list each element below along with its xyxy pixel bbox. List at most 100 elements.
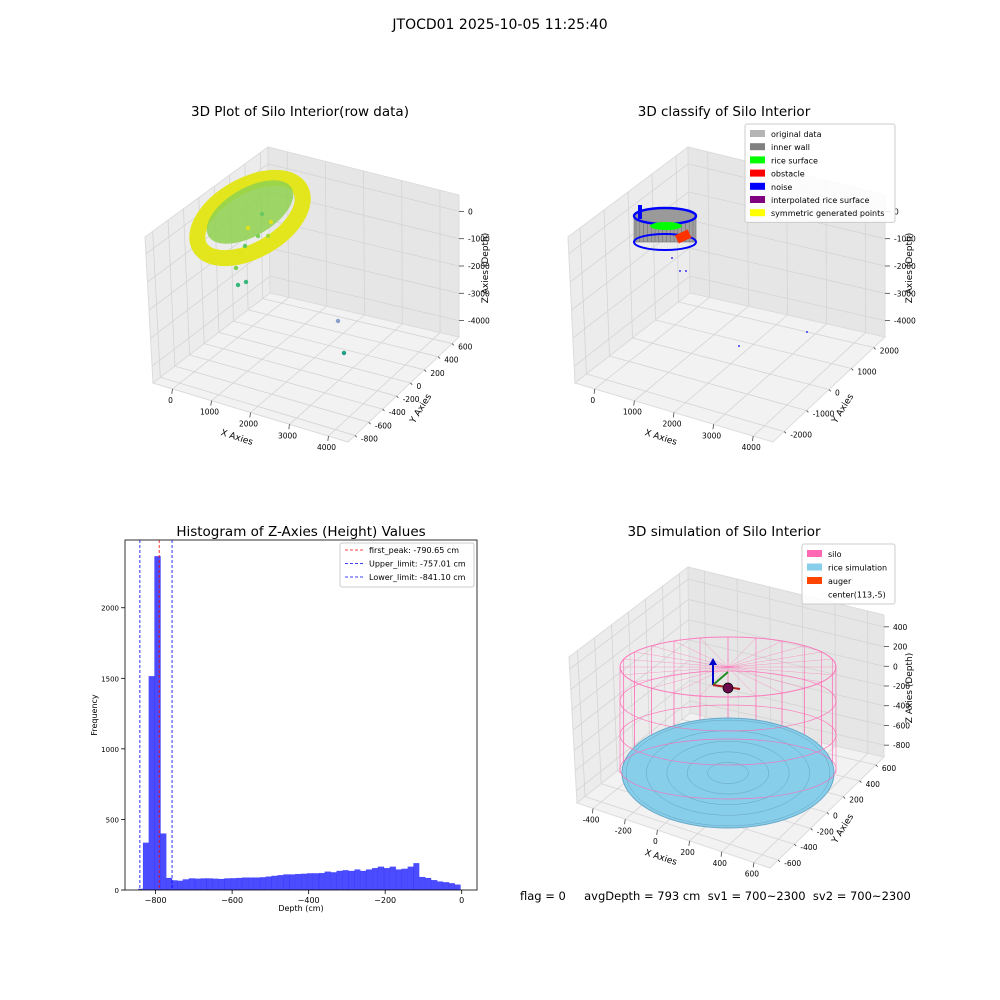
sim-legend-label: auger xyxy=(828,577,852,586)
histogram-ytick: 1500 xyxy=(101,675,119,683)
histogram-bar xyxy=(283,874,290,891)
arrow-z-head xyxy=(709,658,717,665)
rice-surface-points xyxy=(650,222,682,230)
histogram-bar xyxy=(218,878,225,891)
raw3d-panel-ytick: 200 xyxy=(430,369,445,378)
noise-ring-bottom xyxy=(633,233,697,251)
histogram-bar xyxy=(154,556,161,891)
histogram-legend-label: first_peak: -790.65 cm xyxy=(369,546,459,555)
histogram-bar xyxy=(194,878,201,891)
classify3d-panel-ytick: 1000 xyxy=(857,368,876,377)
sim3d-panel-ytick: -200 xyxy=(817,827,834,836)
sim3d-panel-xtick: -400 xyxy=(583,815,600,824)
histogram-bar xyxy=(348,870,355,891)
sim3d-panel-xtick: 0 xyxy=(653,837,658,846)
histogram-bar xyxy=(324,871,331,891)
sim-legend-label: silo xyxy=(828,550,842,559)
raw-point xyxy=(265,233,271,239)
histogram-bar xyxy=(188,878,196,891)
classify3d-panel-xtick: 1000 xyxy=(623,408,642,417)
histogram-bar xyxy=(383,867,390,891)
noise-point xyxy=(685,270,687,272)
classify3d-panel-xtick: 2000 xyxy=(662,420,681,429)
raw3d-panel-xtick: 4000 xyxy=(317,443,336,452)
silo-ring xyxy=(619,636,837,698)
sim3d-panel: 3D simulation of Silo Interior-400-20002… xyxy=(568,524,915,879)
histogram-bar xyxy=(330,872,337,891)
raw-point xyxy=(259,211,265,217)
classify3d-panel-ytick: -1000 xyxy=(813,410,835,419)
classify3d-panel-xtick: 4000 xyxy=(742,443,761,452)
classify-legend-label: interpolated rice surface xyxy=(771,196,869,205)
histogram-bar xyxy=(241,877,249,891)
raw3d-panel: 3D Plot of Silo Interior(row data) 0 1000 2… xyxy=(144,104,491,452)
sim-legend: silo rice simulation auger center(113,-5) xyxy=(801,543,896,605)
classify3d-panel-ztick: -4000 xyxy=(894,317,916,326)
sim3d-panel-ztick: -200 xyxy=(893,682,910,691)
histogram-bar xyxy=(224,878,231,891)
sim3d-panel-ytick: -600 xyxy=(784,859,801,868)
silo-ring xyxy=(619,670,837,732)
raw-point xyxy=(243,279,249,285)
sim3d-panel-xtick: 600 xyxy=(745,870,760,879)
raw3d-panel-ztick: -2000 xyxy=(468,262,490,271)
noise-point xyxy=(679,270,681,272)
raw-point xyxy=(237,250,243,256)
histogram-bar xyxy=(171,880,178,891)
classify3d-panel-xtick: 3000 xyxy=(702,431,721,440)
histogram-bar xyxy=(342,870,349,891)
noise-ring-top xyxy=(632,206,698,226)
histogram-bar xyxy=(454,884,461,891)
histogram-bar xyxy=(253,877,261,891)
classify3d-panel-ytick: 0 xyxy=(835,389,840,398)
histogram-bar xyxy=(142,842,149,891)
raw3d-panel-ztick: -3000 xyxy=(468,289,490,298)
sim-legend-swatch xyxy=(807,550,822,557)
raw3d-panel-ytick: 0 xyxy=(416,382,421,391)
sim3d-panel-xtick: 400 xyxy=(713,859,728,868)
sim3d-panel-ztick: 400 xyxy=(893,623,908,632)
histogram-bar xyxy=(377,866,385,891)
histogram-bar xyxy=(360,870,367,891)
histogram-xtick: −400 xyxy=(298,896,320,905)
classify-legend-swatch xyxy=(750,156,765,164)
histogram-title: Histogram of Z-Axies (Height) Values xyxy=(176,524,425,540)
histogram-bar xyxy=(259,877,266,891)
classify3d-panel-ytick: -2000 xyxy=(790,431,812,440)
histogram-ytick: 0 xyxy=(115,887,119,895)
raw-point xyxy=(335,318,341,324)
histogram-bar xyxy=(312,873,320,891)
histogram-bar xyxy=(365,869,373,891)
histogram-bar xyxy=(372,867,379,891)
histogram-xtick: −800 xyxy=(145,896,167,905)
sim3d-panel-ytick: -400 xyxy=(800,843,817,852)
histogram-xlabel: Depth (cm) xyxy=(278,904,323,913)
sim3d-panel-zlabel: Z Axies (Depth) xyxy=(905,653,915,724)
histogram-bar xyxy=(200,878,207,891)
classify-legend: original data inner wall rice surface obsta… xyxy=(744,123,896,223)
classify-legend-label: original data xyxy=(771,130,822,139)
classify-legend-swatch xyxy=(750,130,765,137)
classify3d-panel: 3D classify of Silo Interior 0 1000 2000 300… xyxy=(567,104,916,452)
sim-legend-swatch xyxy=(807,577,822,584)
figure-title: JTOCD01 2025-10-05 11:25:40 xyxy=(392,17,608,33)
sim-legend-swatch xyxy=(807,563,822,571)
classify3d-panel-ztick: -1000 xyxy=(894,235,916,244)
sim3d-panel-ytick: 600 xyxy=(882,764,897,773)
noise-column xyxy=(638,205,642,219)
histogram-bar xyxy=(407,866,414,891)
classify3d-panel-ytick: 2000 xyxy=(880,347,899,356)
histogram-ytick: 500 xyxy=(106,816,119,824)
noise-point xyxy=(738,345,740,347)
classify3d-panel-zlabel: Z Axies (Depth) xyxy=(905,233,915,304)
raw3d-panel-ytick: -200 xyxy=(403,395,420,404)
histogram-bar xyxy=(437,881,444,891)
histogram-bar xyxy=(182,879,190,891)
classify3d-panel-ztick: -2000 xyxy=(894,262,916,271)
raw-ring-inner xyxy=(206,180,294,244)
classify-legend-label: rice surface xyxy=(771,156,818,165)
histogram-xtick: 0 xyxy=(459,896,464,905)
raw-point xyxy=(268,219,274,225)
histogram-legend-frame xyxy=(339,542,475,588)
sim3d-panel-ztick: -400 xyxy=(893,702,910,711)
